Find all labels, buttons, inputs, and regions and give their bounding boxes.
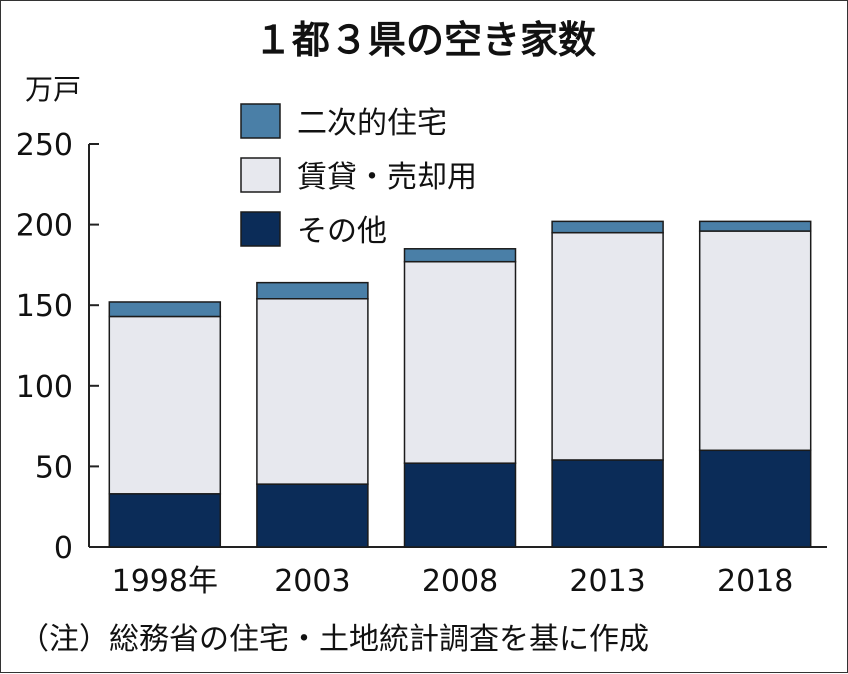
bar-segment	[551, 459, 664, 548]
source-note: （注）総務省の住宅・土地統計調査を基に作成	[19, 622, 649, 657]
bar-segment	[698, 220, 812, 232]
x-tick-label: 1998年	[112, 564, 218, 599]
bar-segment	[108, 301, 222, 318]
y-tick-label: 250	[16, 128, 73, 163]
y-axis-unit-label: 万戸	[25, 73, 81, 106]
bar-segment	[698, 230, 812, 452]
bar-segment	[403, 248, 517, 263]
legend-label: 賃貸・売却用	[297, 160, 477, 195]
bar-segment	[108, 315, 222, 495]
chart-title: １都３県の空き家数	[254, 18, 596, 62]
bar-segment	[256, 483, 369, 548]
bar-segment	[256, 281, 369, 300]
bar-segment	[403, 260, 517, 464]
y-tick-label: 150	[16, 289, 73, 324]
legend-label: その他	[297, 214, 387, 249]
bars	[108, 220, 812, 548]
legend-swatch	[240, 157, 281, 193]
y-tick-label: 50	[35, 450, 73, 485]
y-tick-label: 0	[54, 531, 73, 566]
x-tick-label: 2003	[274, 564, 350, 599]
y-tick-label: 200	[16, 209, 73, 244]
bar-segment	[403, 462, 517, 548]
legend-swatch	[240, 103, 281, 139]
bar-segment	[256, 298, 369, 485]
x-tick-label: 2013	[569, 564, 645, 599]
bar-segment	[698, 449, 812, 548]
legend-label: 二次的住宅	[297, 106, 447, 141]
x-axis-labels: 1998年 2003 2008 2013 2018	[112, 564, 794, 599]
y-tick-label: 100	[16, 370, 73, 405]
bar-segment	[551, 231, 664, 461]
legend-swatch	[240, 211, 281, 247]
x-tick-label: 2018	[717, 564, 793, 599]
bar-segment	[551, 220, 664, 234]
x-tick-label: 2008	[422, 564, 498, 599]
bar-segment	[108, 493, 222, 548]
